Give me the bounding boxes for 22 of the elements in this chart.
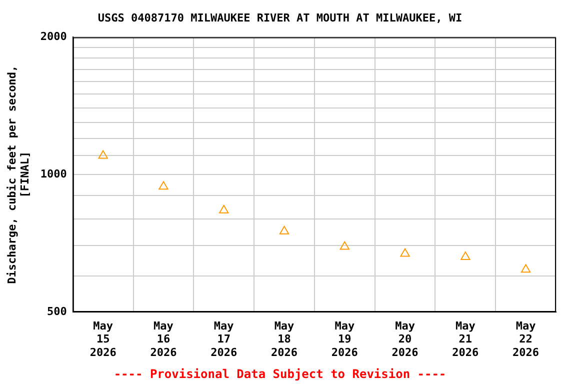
y-tick-label: 500 (47, 304, 67, 318)
chart-title: USGS 04087170 MILWAUKEE RIVER AT MOUTH AT MILWAUKEE, WI (98, 11, 462, 24)
x-tick-label: May 17 2026 (210, 319, 238, 359)
x-tick-label: May 20 2026 (392, 319, 419, 359)
x-tick-label: May 16 2026 (150, 319, 178, 359)
x-tick-label: May 22 2026 (512, 319, 540, 359)
x-tick-label: May 15 2026 (90, 319, 117, 359)
x-tick-label: May 18 2026 (271, 319, 298, 359)
y-tick-label: 1000 (40, 167, 67, 180)
point (158, 181, 168, 190)
x-tick-label: May 21 2026 (452, 319, 480, 359)
point (460, 251, 470, 260)
point (340, 241, 350, 250)
x-tick-label: May 19 2026 (331, 319, 358, 359)
point (98, 150, 108, 159)
y-tick-label: 2000 (40, 30, 67, 44)
point (279, 226, 290, 234)
y-axis-title: Discharge, cubic feet per second, [FINAL] (5, 65, 32, 284)
text: ---- Provisional Data Subject to Revision ---- (114, 366, 446, 381)
point (400, 248, 410, 257)
point (520, 264, 531, 273)
point (219, 204, 229, 214)
